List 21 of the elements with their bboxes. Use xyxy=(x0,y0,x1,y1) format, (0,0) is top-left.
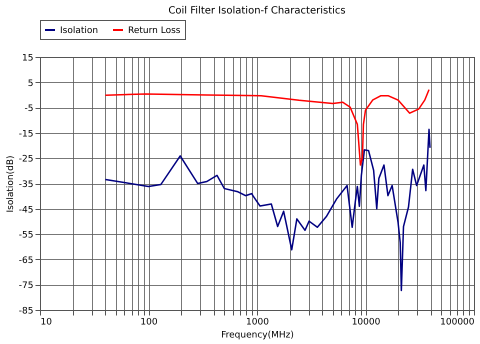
y-tick-label: -75 xyxy=(18,281,34,292)
y-tick-label: -25 xyxy=(18,154,34,165)
y-tick-label: -35 xyxy=(18,180,34,190)
x-tick-label: 100000 xyxy=(440,318,475,328)
legend-label: Isolation xyxy=(60,26,98,36)
x-tick-label: 1000 xyxy=(246,318,270,328)
legend-label: Return Loss xyxy=(128,26,181,36)
x-tick-label: 100 xyxy=(140,318,158,328)
y-tick-label: 5 xyxy=(28,78,34,89)
x-tick-label: 10 xyxy=(40,318,52,328)
x-axis-title: Frequency(MHz) xyxy=(221,330,294,340)
y-tick-label: -85 xyxy=(18,306,34,316)
chart-title: Coil Filter Isolation-f Characteristics xyxy=(168,6,346,16)
y-tick-label: -15 xyxy=(18,129,34,140)
y-tick-label: -45 xyxy=(18,205,34,216)
y-tick-label: -65 xyxy=(18,256,34,266)
y-axis-title: Isolation(dB) xyxy=(6,155,16,213)
y-tick-label: -5 xyxy=(24,104,34,114)
y-tick-label: -55 xyxy=(18,230,34,241)
x-tick-label: 10000 xyxy=(352,318,381,328)
y-tick-label: 15 xyxy=(22,54,34,64)
